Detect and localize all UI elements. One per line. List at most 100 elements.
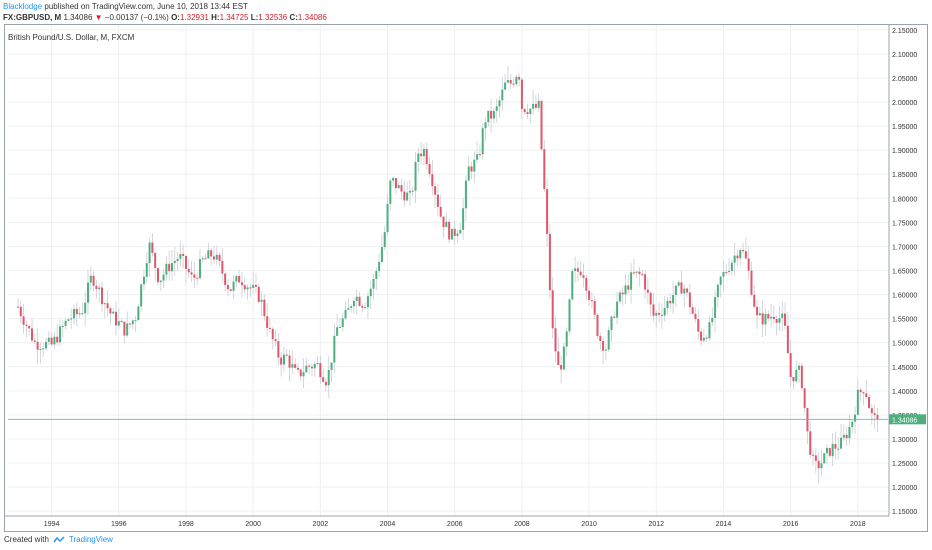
candle-up <box>677 282 680 286</box>
candle-down <box>828 447 831 456</box>
candle-up <box>352 300 355 307</box>
candle-down <box>551 290 554 329</box>
candle-up <box>840 437 843 449</box>
author-link[interactable]: Blacklodge <box>3 2 43 11</box>
footer: Created with TradingView <box>4 535 113 544</box>
candle-up <box>565 331 568 347</box>
candle-down <box>697 319 700 332</box>
candle-down <box>868 396 871 409</box>
candle-down <box>862 392 865 394</box>
candle-up <box>112 311 115 314</box>
y-tick-label: 2.10000 <box>892 52 917 59</box>
candle-down <box>680 282 683 294</box>
open-label: O: <box>171 13 180 22</box>
candle-down <box>750 270 753 295</box>
x-tick-label: 2006 <box>447 521 463 528</box>
candle-up <box>574 268 577 271</box>
y-tick-label: 1.65000 <box>892 269 917 276</box>
symbol-label: FX:GBPUSD, M <box>3 13 62 22</box>
y-tick-label: 1.95000 <box>892 124 917 131</box>
candle-up <box>252 284 255 288</box>
low-label: L: <box>250 13 259 22</box>
candle-up <box>70 318 73 320</box>
candle-down <box>817 460 820 469</box>
candle-down <box>288 355 291 368</box>
candle-up <box>350 306 353 308</box>
candle-down <box>809 431 812 455</box>
y-tick-label: 1.30000 <box>892 437 917 444</box>
candle-up <box>459 229 462 234</box>
candle-up <box>291 364 294 368</box>
candle-down <box>453 228 456 236</box>
chart-title: British Pound/U.S. Dollar, M, FXCM <box>8 33 135 42</box>
candle-up <box>176 258 179 261</box>
chart-frame[interactable] <box>4 24 928 532</box>
candle-down <box>254 284 257 287</box>
candle-down <box>470 166 473 172</box>
candle-down <box>218 254 221 261</box>
candle-down <box>736 255 739 259</box>
candle-up <box>333 335 336 363</box>
candle-down <box>28 325 31 329</box>
candle-up <box>142 276 145 285</box>
candle-down <box>154 252 157 269</box>
candle-up <box>562 346 565 370</box>
candle-up <box>571 270 574 300</box>
candle-up <box>672 295 675 304</box>
candle-down <box>478 154 481 156</box>
candle-down <box>36 341 39 350</box>
candle-down <box>271 328 274 340</box>
candle-up <box>663 307 666 316</box>
candle-down <box>554 328 557 352</box>
candle-down <box>725 271 728 273</box>
candle-up <box>215 254 218 260</box>
candle-up <box>282 354 285 365</box>
candle-up <box>445 221 448 228</box>
candle-up <box>842 434 845 438</box>
candle-down <box>534 103 537 108</box>
x-tick-label: 1994 <box>44 521 60 528</box>
candle-down <box>526 112 529 115</box>
candle-down <box>95 285 98 290</box>
candle-up <box>498 100 501 107</box>
candle-down <box>652 304 655 316</box>
candle-up <box>537 100 540 108</box>
candle-up <box>610 316 613 331</box>
candle-up <box>179 253 182 259</box>
candle-down <box>560 365 563 370</box>
open-value: 1.32931 <box>179 13 209 22</box>
candle-down <box>613 316 616 318</box>
candle-down <box>411 190 414 192</box>
candle-down <box>294 364 297 368</box>
candle-down <box>691 307 694 314</box>
candle-up <box>515 76 518 85</box>
candle-up <box>235 275 238 282</box>
candle-down <box>439 206 442 217</box>
candle-down <box>761 313 764 325</box>
candle-down <box>660 314 663 316</box>
candle-up <box>674 285 677 296</box>
x-tick-label: 2002 <box>313 521 329 528</box>
candle-down <box>632 272 635 274</box>
candle-up <box>450 228 453 240</box>
candle-down <box>296 367 299 370</box>
candle-down <box>803 388 806 408</box>
candle-up <box>316 362 319 364</box>
candle-up <box>770 316 773 319</box>
close-value: 1.34086 <box>297 13 327 22</box>
candle-up <box>456 233 459 236</box>
candle-up <box>145 263 148 277</box>
tradingview-brand[interactable]: TradingView <box>68 535 113 544</box>
high-value: 1.34725 <box>219 13 249 22</box>
candle-up <box>781 313 784 319</box>
candle-up <box>134 320 137 322</box>
candle-up <box>201 258 204 260</box>
candle-up <box>98 287 101 290</box>
candle-down <box>548 233 551 291</box>
current-price-tag <box>889 414 926 425</box>
x-tick-label: 2016 <box>783 521 799 528</box>
candle-down <box>403 191 406 201</box>
candle-up <box>473 159 476 172</box>
candle-up <box>711 317 714 323</box>
